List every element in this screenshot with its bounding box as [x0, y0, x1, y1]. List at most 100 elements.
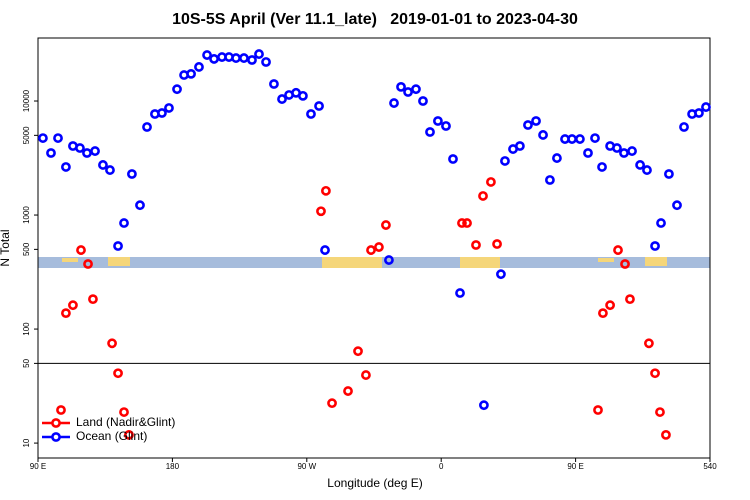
plot-frame	[37, 37, 711, 459]
data-point	[53, 133, 63, 143]
data-point	[316, 206, 326, 217]
data-point	[75, 143, 85, 153]
data-point	[113, 368, 123, 379]
data-point	[56, 405, 66, 415]
map-land	[322, 257, 382, 268]
map-land	[108, 257, 130, 266]
x-tick-label: 180	[166, 462, 180, 471]
data-point	[455, 288, 465, 298]
x-axis-title: Longitude (deg E)	[327, 476, 422, 490]
data-point	[590, 133, 600, 143]
y-tick-label: 500	[22, 242, 31, 256]
data-point	[321, 185, 331, 196]
data-point	[76, 245, 86, 255]
data-point	[164, 103, 174, 113]
data-point	[320, 245, 330, 255]
data-point	[627, 146, 637, 156]
data-point	[105, 165, 115, 175]
data-point	[327, 398, 337, 409]
x-tick-label: 540	[703, 462, 717, 471]
data-point	[545, 175, 555, 185]
data-point	[514, 141, 525, 151]
data-point	[425, 127, 435, 137]
data-point	[389, 98, 399, 108]
legend-marker	[51, 418, 61, 428]
data-point	[448, 154, 458, 164]
data-point	[269, 79, 279, 89]
y-tick-label: 50	[22, 358, 31, 367]
data-point	[612, 143, 622, 153]
data-point	[172, 84, 182, 95]
data-point	[523, 120, 533, 130]
data-point	[142, 122, 152, 132]
data-point	[642, 165, 652, 175]
data-point	[486, 177, 496, 187]
data-point	[186, 68, 196, 79]
data-point	[701, 102, 711, 112]
legend-marker	[51, 432, 61, 442]
x-tick-label: 90 W	[297, 462, 316, 471]
data-point	[83, 259, 93, 269]
data-point	[119, 218, 129, 228]
y-tick-label: 100	[22, 322, 31, 336]
data-point	[479, 400, 489, 411]
data-point	[531, 116, 541, 126]
map-land	[645, 257, 667, 266]
data-point	[277, 94, 287, 104]
data-point	[552, 153, 562, 163]
map-land	[62, 258, 78, 262]
data-point	[107, 338, 117, 349]
data-point	[124, 429, 134, 440]
data-point	[314, 101, 324, 111]
data-point	[353, 346, 363, 357]
data-point	[88, 294, 98, 305]
legend-label: Ocean (Glint)	[76, 429, 147, 443]
data-point	[613, 245, 623, 255]
data-point	[366, 245, 376, 255]
data-point	[396, 81, 406, 92]
data-point	[254, 49, 264, 59]
data-point	[462, 218, 472, 228]
data-point	[433, 116, 443, 126]
legend-label: Land (Nadir&Glint)	[76, 415, 175, 429]
data-point	[403, 87, 413, 97]
chart-title: 10S-5S April (Ver 11.1_late) 2019-01-01 …	[172, 11, 578, 28]
data-point	[384, 255, 394, 265]
data-point	[411, 84, 421, 95]
y-tick-label: 10000	[22, 89, 31, 112]
data-point	[679, 122, 689, 132]
data-point	[113, 241, 123, 251]
data-point	[597, 162, 607, 172]
y-tick-label: 10	[22, 438, 31, 447]
map-land	[460, 257, 500, 268]
data-point	[620, 259, 630, 269]
data-point	[98, 160, 108, 170]
data-point	[61, 162, 71, 172]
data-point	[478, 191, 488, 201]
data-point	[374, 242, 384, 252]
data-point	[538, 130, 548, 140]
data-point	[644, 338, 654, 349]
data-point	[46, 148, 56, 158]
data-point	[90, 146, 100, 156]
data-point	[635, 160, 646, 170]
y-tick-label: 5000	[22, 126, 31, 144]
data-point	[656, 218, 666, 228]
data-point	[575, 134, 585, 144]
data-point	[471, 240, 481, 250]
data-point	[61, 308, 71, 319]
data-point	[127, 169, 137, 179]
x-tick-label: 90 E	[30, 462, 46, 471]
data-point	[135, 200, 145, 211]
data-point	[38, 133, 48, 143]
x-tick-label: 0	[439, 462, 444, 471]
map-strip	[38, 257, 710, 268]
data-point	[492, 239, 502, 249]
data-point	[457, 218, 467, 228]
data-point	[593, 405, 603, 415]
data-point	[650, 368, 660, 379]
data-point	[298, 90, 308, 101]
data-point	[418, 96, 428, 106]
